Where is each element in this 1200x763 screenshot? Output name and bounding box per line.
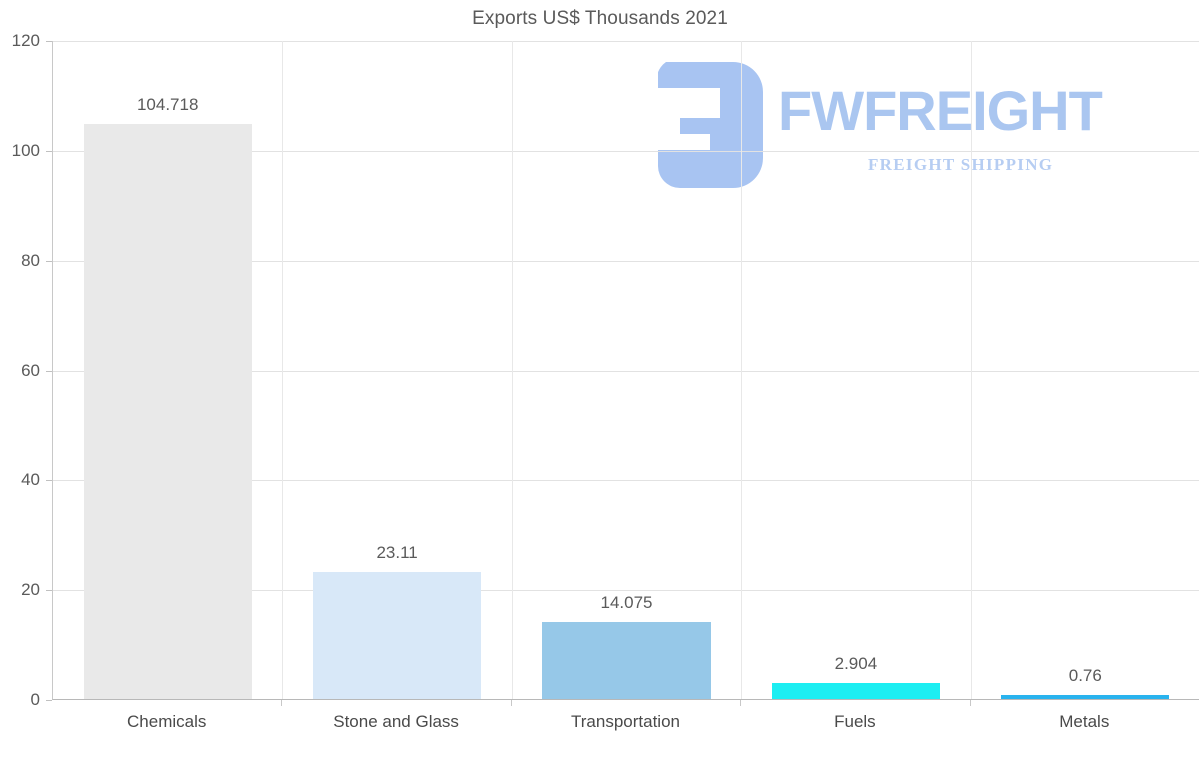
gridline-y-100 — [53, 150, 1199, 152]
x-tick-mark-4 — [970, 700, 971, 706]
gridline-x-2 — [512, 41, 513, 699]
y-tick-mark-60 — [46, 370, 52, 372]
x-tick-label-stone-and-glass: Stone and Glass — [333, 712, 459, 731]
y-tick-label-120: 120 — [11, 31, 40, 50]
x-tick-label-fuels: Fuels — [834, 712, 876, 731]
gridline-x-1 — [282, 41, 283, 699]
y-tick-mark-40 — [46, 480, 52, 482]
gridline-y-60 — [53, 370, 1199, 372]
y-tick-mark-20 — [46, 590, 52, 592]
y-tick-label-20: 20 — [21, 580, 40, 600]
y-tick-label-80: 80 — [21, 250, 40, 270]
y-tick-label-100: 100 — [11, 140, 40, 160]
y-tick-label-60: 60 — [21, 360, 40, 380]
x-tick-label-chemicals: Chemicals — [127, 712, 207, 731]
y-tick-mark-80 — [46, 260, 52, 262]
bar-transportation[interactable] — [542, 621, 711, 699]
plot-area: 104.718 23.11 14.075 2.904 0.76 — [52, 41, 1199, 700]
y-tick-mark-100 — [46, 150, 52, 152]
bar-metals[interactable] — [1001, 694, 1170, 699]
bar-fuels[interactable] — [771, 683, 940, 699]
gridline-y-20 — [53, 590, 1199, 592]
gridline-x-3 — [741, 41, 742, 699]
x-tick-mark-2 — [511, 700, 512, 706]
y-tick-mark-120 — [46, 41, 52, 42]
gridline-x-4 — [971, 41, 972, 699]
bar-value-label-2: 14.075 — [600, 592, 653, 612]
bar-value-label-4: 0.76 — [1068, 665, 1102, 685]
gridline-y-80 — [53, 260, 1199, 262]
gridline-y-0 — [53, 700, 1199, 701]
y-tick-label-0: 0 — [30, 690, 40, 709]
chart-title: Exports US$ Thousands 2021 — [472, 8, 728, 29]
bar-value-label-0: 104.718 — [136, 94, 199, 114]
bar-value-label-1: 23.11 — [376, 543, 418, 563]
gridline-y-120 — [53, 41, 1199, 42]
gridline-y-40 — [53, 480, 1199, 482]
bar-chemicals[interactable] — [83, 123, 252, 699]
bar-value-label-3: 2.904 — [834, 654, 878, 674]
x-tick-mark-1 — [281, 700, 282, 706]
x-tick-label-transportation: Transportation — [571, 712, 680, 731]
x-tick-mark-3 — [740, 700, 741, 706]
y-tick-label-40: 40 — [21, 470, 40, 490]
x-tick-label-metals: Metals — [1059, 712, 1110, 731]
y-tick-mark-0 — [46, 700, 52, 701]
bar-stone-and-glass[interactable] — [313, 572, 482, 699]
